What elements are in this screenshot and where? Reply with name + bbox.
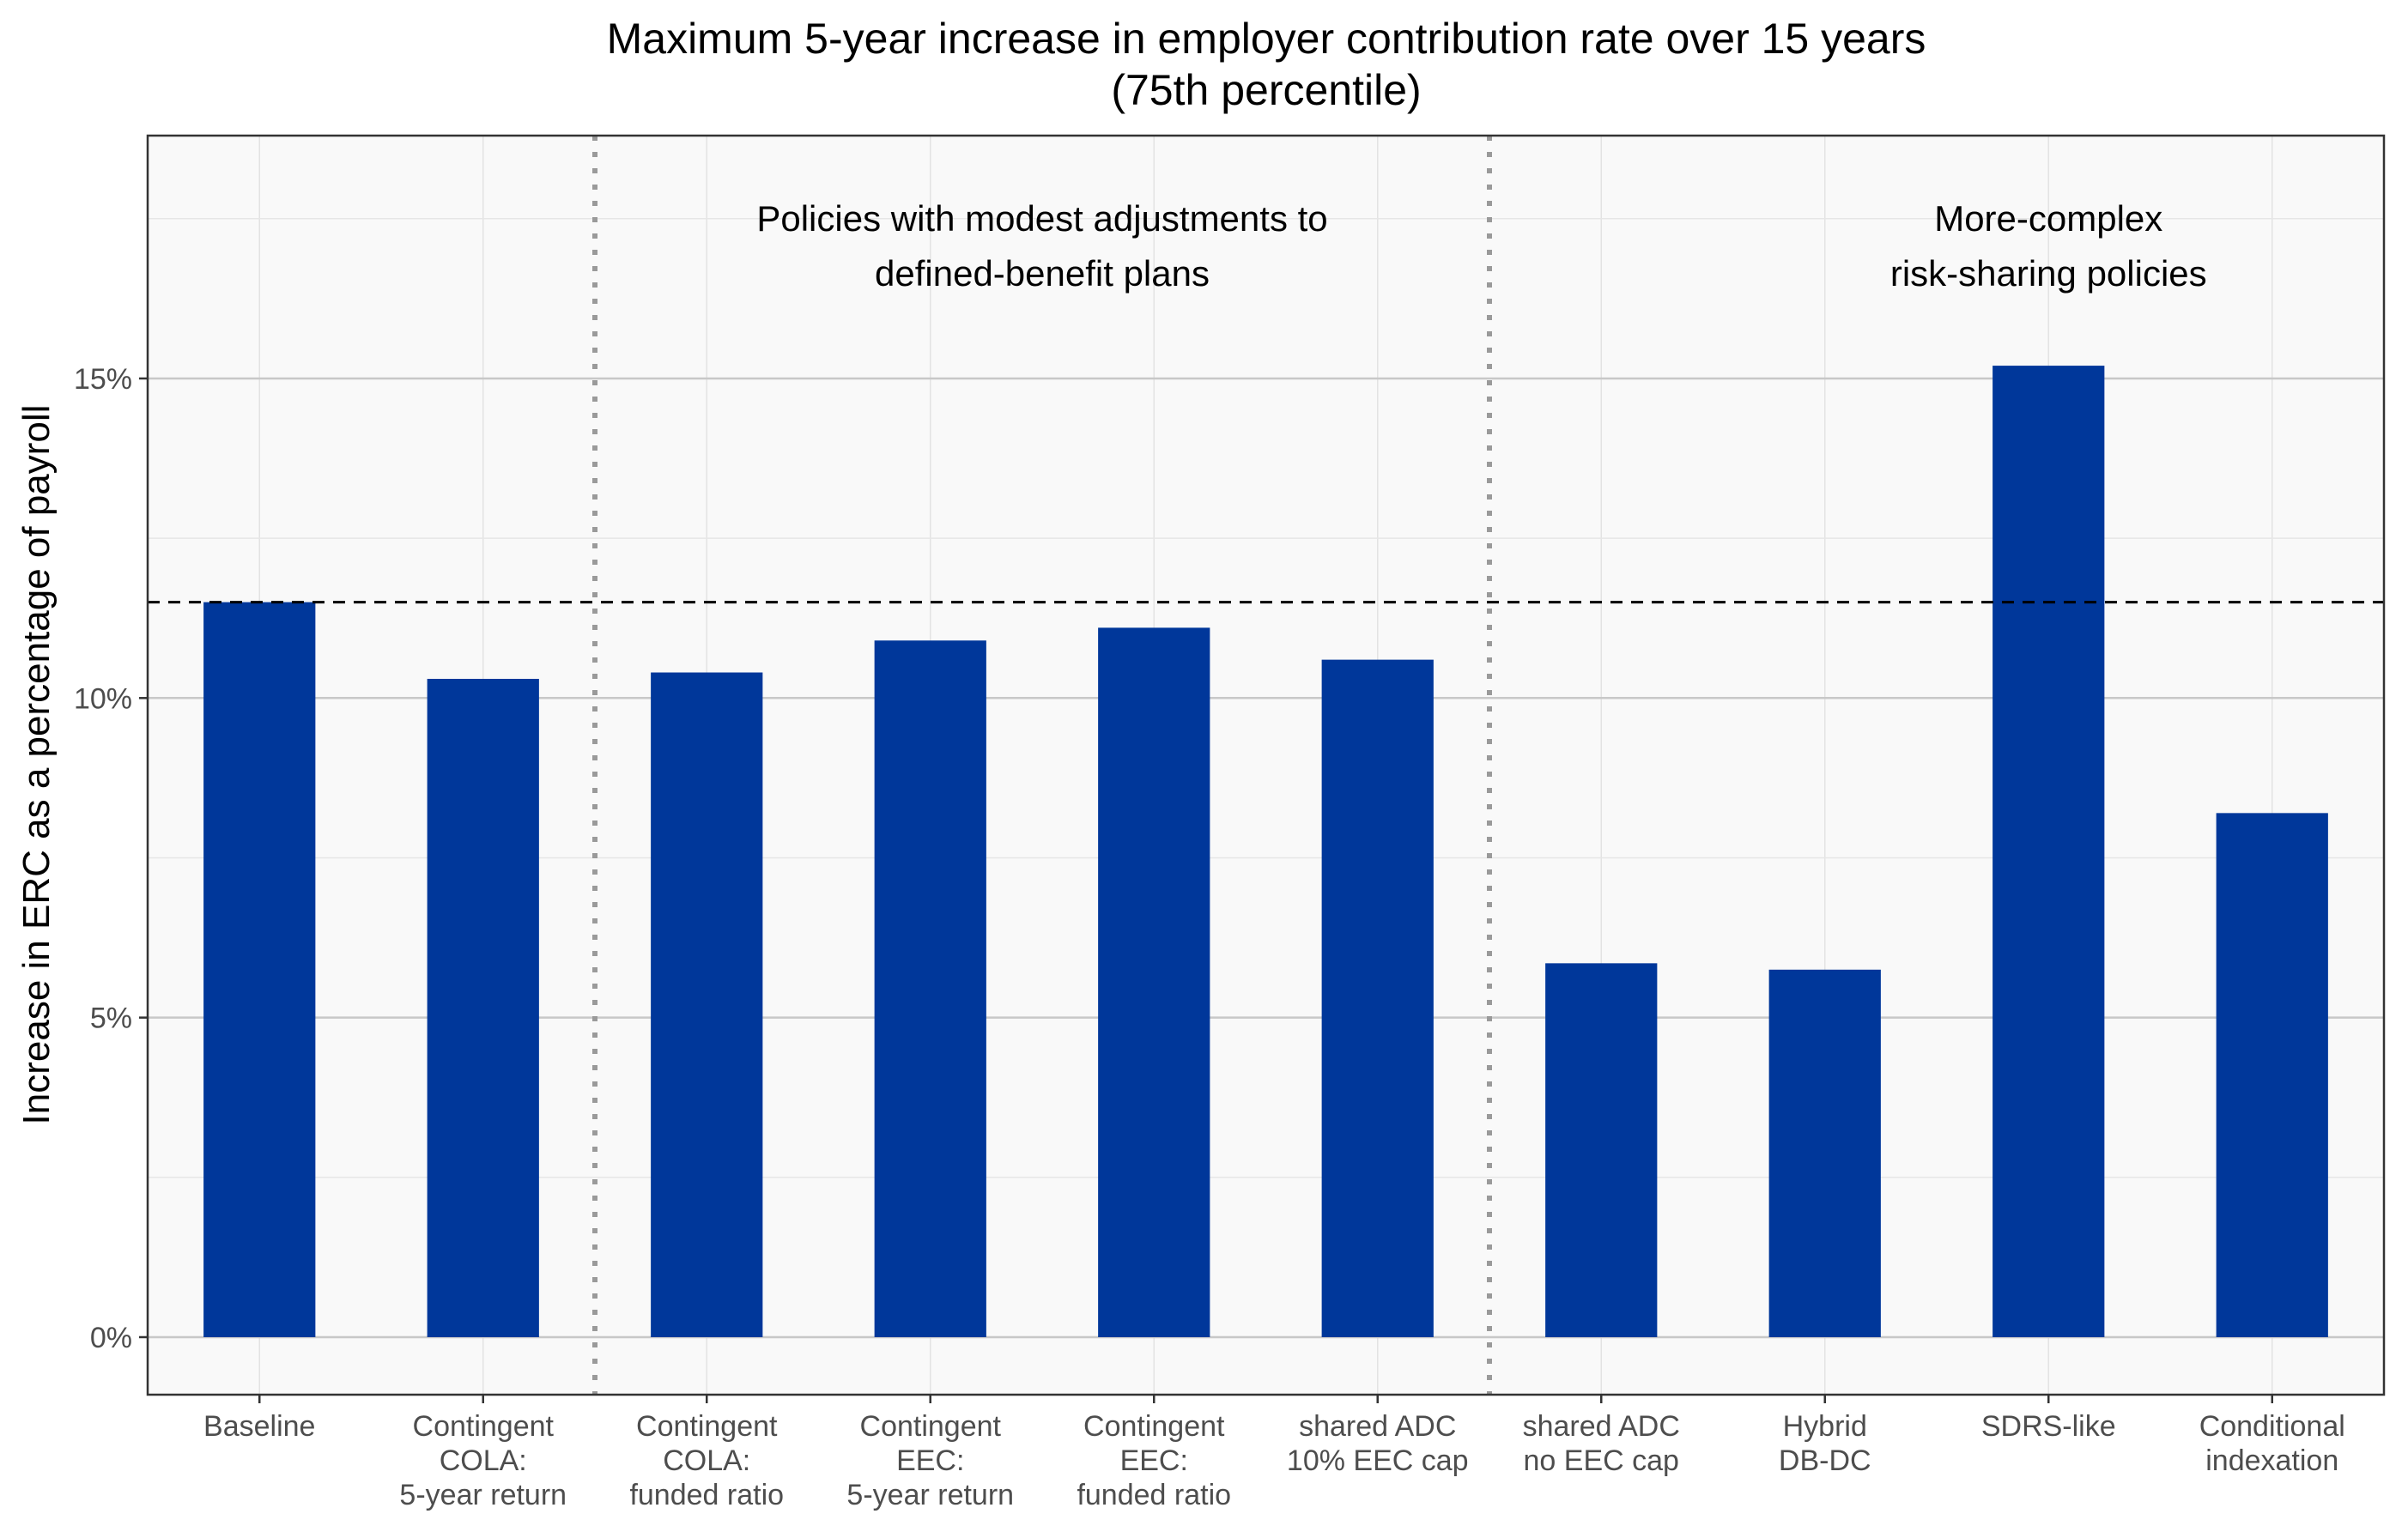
x-tick-label-line: DB-DC — [1779, 1444, 1871, 1477]
x-tick-label-line: EEC: — [896, 1444, 964, 1477]
annotation-line: Policies with modest adjustments to — [756, 198, 1327, 239]
y-tick-label: 0% — [90, 1322, 132, 1354]
bars — [203, 366, 2328, 1337]
x-tick-label: Baseline — [203, 1410, 315, 1443]
x-tick-label-line: funded ratio — [1077, 1479, 1231, 1511]
y-tick-label: 10% — [74, 682, 132, 715]
x-tick-label: SDRS-like — [1981, 1410, 2116, 1443]
x-tick-label-line: 5-year return — [846, 1479, 1014, 1511]
x-tick-label-line: funded ratio — [629, 1479, 784, 1511]
y-axis-label: Increase in ERC as a percentage of payro… — [15, 405, 58, 1125]
x-tick-label-line: 5-year return — [399, 1479, 567, 1511]
x-tick-label-line: shared ADC — [1299, 1410, 1456, 1443]
y-tick-label: 15% — [74, 363, 132, 396]
x-tick-label-line: COLA: — [440, 1444, 527, 1477]
x-tick-label-line: Contingent — [413, 1410, 555, 1443]
x-tick-label-line: 10% EEC cap — [1287, 1444, 1469, 1477]
x-tick-label: Contingent EEC: funded ratio — [1077, 1410, 1231, 1511]
x-tick-label-line: COLA: — [663, 1444, 750, 1477]
bar — [874, 640, 986, 1337]
y-tick-label: 5% — [90, 1002, 132, 1035]
chart-title-line-1: Maximum 5-year increase in employer cont… — [607, 15, 1926, 63]
x-tick-label-line: Baseline — [203, 1410, 315, 1443]
x-tick-label-line: EEC: — [1120, 1444, 1188, 1477]
x-tick-label-line: Contingent — [636, 1410, 778, 1443]
x-tick-label-line: Hybrid — [1783, 1410, 1867, 1443]
annotation-line: More-complex — [1934, 198, 2162, 239]
annotation: Policies with modest adjustments to defin… — [756, 198, 1327, 294]
x-tick-label: shared ADC 10% EEC cap — [1287, 1410, 1469, 1477]
x-tick-label: Conditional indexation — [2199, 1410, 2345, 1477]
bar — [1768, 969, 1881, 1337]
plot-border — [146, 134, 2386, 1396]
x-tick-label: Contingent COLA: funded ratio — [629, 1410, 784, 1511]
x-tick-label-line: indexation — [2205, 1444, 2338, 1477]
bar — [2216, 813, 2328, 1337]
chart-title: Maximum 5-year increase in employer cont… — [607, 15, 1926, 114]
x-tick-label: Contingent EEC: 5-year return — [846, 1410, 1014, 1511]
bar — [427, 678, 539, 1337]
bar — [1098, 627, 1210, 1337]
x-axis: Baseline Contingent COLA: 5-year returnCont… — [203, 1395, 2345, 1511]
x-tick-label-line: Contingent — [860, 1410, 1002, 1443]
chart-title-line-2: (75th percentile) — [1111, 66, 1421, 114]
x-tick-label: Contingent COLA: 5-year return — [399, 1410, 567, 1511]
x-tick-label-line: no EEC cap — [1524, 1444, 1679, 1477]
bar — [203, 602, 316, 1337]
bar — [651, 672, 763, 1337]
annotation: More-complex risk-sharing policies — [1890, 198, 2207, 294]
x-tick-label-line: shared ADC — [1523, 1410, 1680, 1443]
annotations: Policies with modest adjustments to defin… — [756, 198, 2206, 294]
x-tick-label: Hybrid DB-DC — [1779, 1410, 1871, 1477]
annotation-line: defined-benefit plans — [875, 253, 1210, 294]
x-tick-label-line: Contingent — [1083, 1410, 1225, 1443]
x-tick-label-line: SDRS-like — [1981, 1410, 2116, 1443]
x-tick-label: shared ADC no EEC cap — [1523, 1410, 1680, 1477]
bar — [1545, 963, 1658, 1337]
y-axis: 0% 5% 10% 15% — [74, 363, 148, 1354]
annotation-line: risk-sharing policies — [1890, 253, 2207, 294]
x-tick-label-line: Conditional — [2199, 1410, 2345, 1443]
bar — [1321, 659, 1434, 1337]
bar — [1993, 366, 2105, 1337]
